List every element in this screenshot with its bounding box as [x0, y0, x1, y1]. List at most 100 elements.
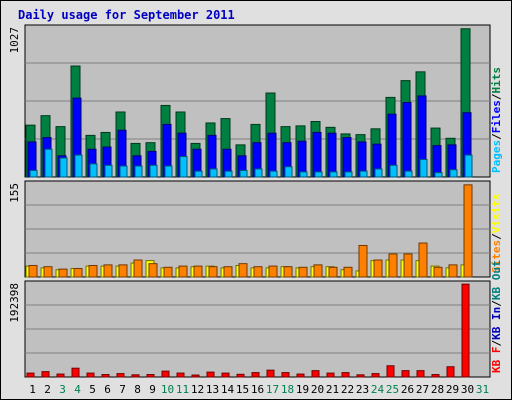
x-tick-label: 31 [476, 383, 489, 396]
x-tick-label: 22 [341, 383, 354, 396]
legend-entry: KB Out [490, 260, 503, 300]
bar-files [342, 137, 352, 178]
bar-sites [148, 263, 158, 278]
bar-pages [269, 170, 278, 178]
bar-sites [388, 253, 398, 278]
bar-kb-f [296, 373, 305, 378]
bar-kb-f [251, 372, 260, 378]
bar-pages [314, 171, 323, 178]
x-tick-label: 13 [206, 383, 219, 396]
x-tick-label: 20 [311, 383, 324, 396]
bar-sites [163, 266, 173, 278]
bar-kb-f [341, 372, 350, 378]
bar-pages [44, 148, 53, 178]
x-tick-label: 4 [74, 383, 81, 396]
bar-pages [374, 168, 383, 178]
bar-files [312, 131, 322, 178]
bar-kb-f [56, 373, 65, 378]
bar-sites [43, 266, 53, 278]
x-tick-label: 2 [44, 383, 51, 396]
bar-sites [118, 264, 128, 278]
bar-pages [164, 165, 173, 178]
legend-entry: / [490, 340, 503, 347]
bar-pages [419, 158, 428, 178]
bar-kb-f [401, 370, 410, 378]
bars [25, 184, 473, 278]
bar-kb-f [71, 367, 80, 378]
x-tick-label: 25 [386, 383, 399, 396]
x-tick-label: 16 [251, 383, 264, 396]
bar-pages [149, 164, 158, 178]
bar-sites [223, 266, 233, 278]
bar-pages [239, 169, 248, 178]
bar-kb-f [356, 374, 365, 378]
bar-pages [29, 169, 38, 178]
bar-sites [463, 184, 473, 278]
legend-entry: Hits [490, 67, 503, 94]
legend-entry: / [490, 93, 503, 100]
bar-kb-f [86, 372, 95, 378]
bar-pages [449, 169, 458, 178]
x-tick-label: 30 [461, 383, 474, 396]
bar-kb-f [146, 374, 155, 378]
bar-kb-f [221, 372, 230, 378]
bar-sites [88, 264, 98, 278]
legend-entry: / [490, 133, 503, 140]
bar-pages [254, 168, 263, 178]
bar-kb-f [281, 372, 290, 378]
x-tick-label: 27 [416, 383, 429, 396]
x-tick-label: 12 [191, 383, 204, 396]
bar-sites [283, 266, 293, 278]
bar-kb-f [371, 373, 380, 378]
bar-pages [329, 171, 338, 178]
bar-kb-f [431, 374, 440, 378]
chart-panels: 1027Pages/Files/Hits155Sites/Visits19239… [8, 24, 503, 378]
y-max-label: 192398 [8, 283, 21, 323]
x-tick-label: 18 [281, 383, 294, 396]
bar-kb-f [416, 370, 425, 378]
bar-sites [238, 263, 248, 278]
x-tick-label: 17 [266, 383, 279, 396]
x-tick-label: 29 [446, 383, 459, 396]
legend-entry: / [490, 233, 503, 240]
bar-pages [119, 165, 128, 178]
bar-sites [373, 259, 383, 278]
x-tick-label: 7 [119, 383, 126, 396]
bar-kb-f [101, 374, 110, 378]
bar-pages [224, 170, 233, 178]
legend-entry: Files [490, 100, 503, 133]
bar-kb-f [326, 372, 335, 378]
bar-kb-f [236, 373, 245, 378]
bar-pages [104, 164, 113, 178]
y-max-label: 1027 [8, 27, 21, 54]
x-axis-day-labels: 1 2 3 4 5 6 7 8 9 10 11 12 13 14 15 16 17 18 19 20 21 22 23 24 2… [29, 383, 489, 396]
bar-pages [404, 170, 413, 178]
bar-sites [133, 259, 143, 278]
bar-kb-f [266, 369, 275, 378]
bar-kb-f [446, 366, 455, 378]
bar-pages [284, 166, 293, 178]
bar-kb-f [386, 365, 395, 378]
x-tick-label: 11 [176, 383, 189, 396]
bar-kb-f [191, 374, 200, 378]
bar-sites [403, 253, 413, 278]
bar-sites [103, 264, 113, 278]
bar-files [267, 132, 277, 178]
bar-pages [134, 165, 143, 178]
x-tick-label: 8 [134, 383, 141, 396]
bar-kb-f [206, 371, 215, 378]
bar-kb-f [176, 372, 185, 378]
bar-sites [58, 268, 68, 278]
x-tick-label: 6 [104, 383, 111, 396]
bar-pages [464, 154, 473, 178]
x-tick-label: 15 [236, 383, 249, 396]
bar-sites [253, 266, 263, 278]
x-tick-label: 10 [161, 383, 174, 396]
bar-pages [299, 171, 308, 178]
bar-kb-f [161, 370, 170, 378]
bars [25, 28, 473, 178]
panel-visits-sites: 155 Sites/Visits [8, 180, 503, 278]
legend-entry: Sites [490, 240, 503, 273]
x-tick-label: 1 [29, 383, 36, 396]
